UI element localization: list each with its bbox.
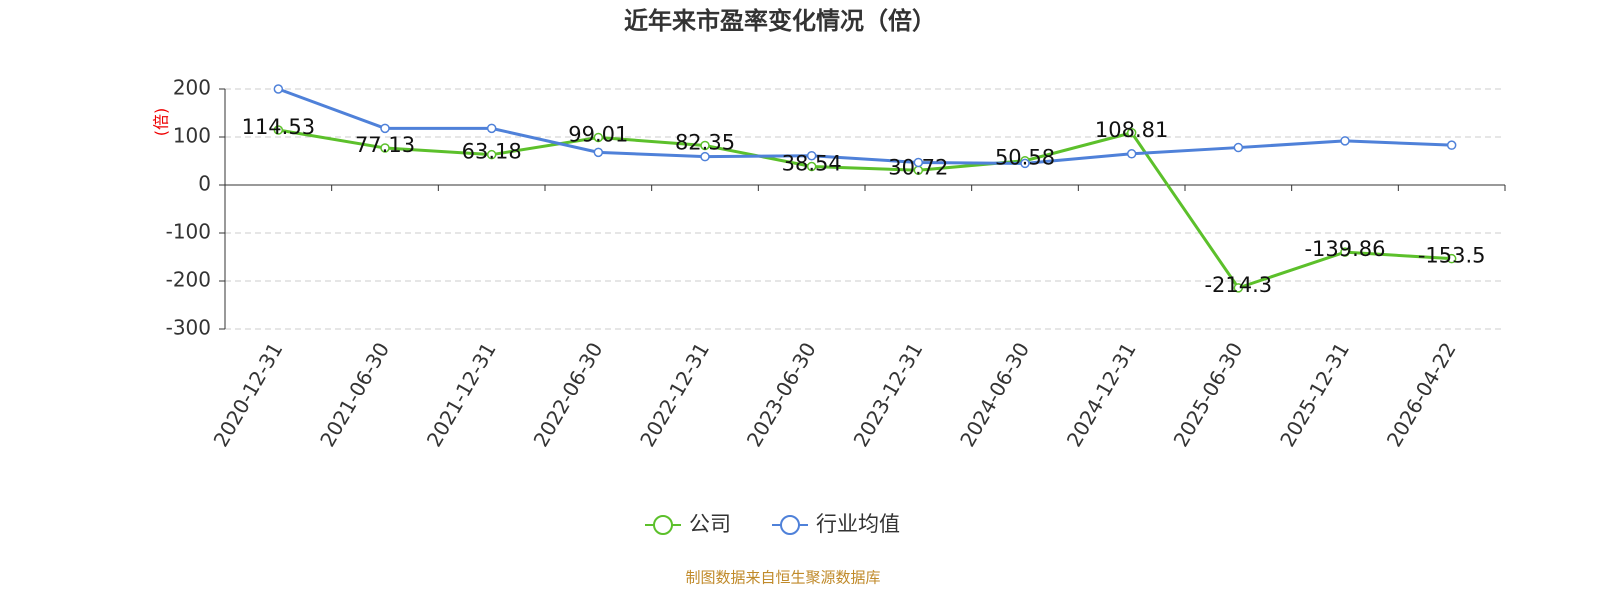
- data-point: [593, 132, 604, 143]
- data-label: 50.58: [995, 146, 1055, 170]
- x-tick-label: 2021-06-30: [315, 338, 394, 451]
- x-tick-label: 2024-06-30: [955, 338, 1034, 451]
- source-note: 制图数据来自恒生聚源数据库: [685, 569, 880, 587]
- series-line: [277, 87, 1452, 165]
- x-tick-label: 2025-06-30: [1169, 338, 1248, 451]
- data-label: 38.54: [782, 152, 842, 176]
- data-point: [1126, 149, 1137, 159]
- y-tick-label: 100: [173, 124, 211, 148]
- data-point: [273, 84, 284, 94]
- data-label: 30.72: [888, 155, 948, 179]
- data-point: [700, 151, 710, 162]
- data-label: 108.81: [1095, 118, 1168, 142]
- chart-title: 近年来市盈率变化情况（倍）: [624, 7, 936, 35]
- y-tick-label: -200: [166, 268, 211, 292]
- data-label: 82.35: [675, 130, 735, 154]
- data-point: [806, 150, 817, 161]
- data-point: [1020, 158, 1030, 169]
- data-point: [1446, 253, 1457, 264]
- x-tick-label: 2021-12-31: [422, 338, 501, 451]
- x-tick-label: 2026-04-22: [1382, 338, 1461, 451]
- x-tick-label: 2022-12-31: [635, 338, 714, 451]
- data-point: [1340, 136, 1350, 146]
- y-tick-label: -100: [166, 220, 211, 244]
- data-point: [1126, 128, 1137, 138]
- data-label: -139.86: [1304, 237, 1385, 261]
- y-tick-label: 200: [173, 76, 211, 100]
- data-point: [1340, 247, 1350, 257]
- data-label: -214.3: [1204, 273, 1272, 297]
- data-point: [700, 140, 710, 151]
- data-point: [1233, 142, 1244, 153]
- x-tick-label: 2024-12-31: [1062, 338, 1141, 451]
- data-point: [913, 157, 924, 168]
- x-tick-label: 2023-12-31: [849, 338, 928, 451]
- data-label: 77.13: [355, 133, 415, 157]
- legend-marker: [780, 515, 800, 535]
- data-point: [486, 123, 497, 134]
- data-point: [806, 161, 817, 172]
- data-label: 114.53: [242, 115, 315, 139]
- data-point: [486, 149, 497, 160]
- x-tick-label: 2025-12-31: [1275, 338, 1354, 451]
- legend-label: 公司: [689, 512, 731, 536]
- data-label: -153.5: [1418, 244, 1486, 268]
- x-tick-label: 2020-12-31: [209, 338, 288, 451]
- data-point: [273, 125, 284, 135]
- data-point: [380, 143, 390, 153]
- x-tick-label: 2023-06-30: [742, 338, 821, 451]
- y-axis-label: (倍): [152, 108, 171, 137]
- data-point: [1446, 140, 1457, 150]
- data-point: [593, 147, 604, 158]
- legend-label: 行业均值: [816, 512, 900, 536]
- y-tick-label: 0: [198, 172, 211, 196]
- y-tick-label: -300: [166, 316, 211, 340]
- legend-marker: [653, 515, 673, 535]
- data-point: [380, 123, 390, 134]
- data-label: 99.01: [568, 122, 628, 146]
- data-label: 63.18: [462, 140, 522, 164]
- x-tick-label: 2022-06-30: [529, 338, 608, 451]
- series-line: [278, 128, 1452, 290]
- data-point: [1233, 283, 1244, 293]
